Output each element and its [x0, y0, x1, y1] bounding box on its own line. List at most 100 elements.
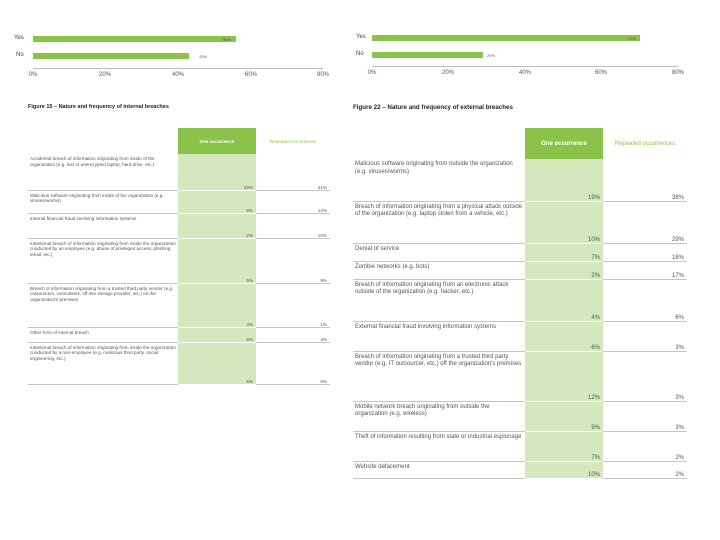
- row-description: Other form of internal breach: [28, 327, 178, 343]
- bar-value: 43%: [199, 54, 208, 59]
- left-figure-title: Figure 15 – Nature and frequency of inte…: [28, 104, 169, 110]
- row-description: Accidental breach of information origina…: [28, 154, 178, 191]
- left-bar-yes: [33, 36, 236, 42]
- row-description: Breach of information originating from a…: [353, 351, 525, 402]
- bar-label: No: [16, 52, 24, 58]
- table-row: Intentional breach of information origin…: [28, 238, 330, 284]
- row-rep-value: 21%: [256, 154, 330, 191]
- table-row: Zombie networks (e.g. bots) 2% 17%: [353, 261, 687, 280]
- right-figure-title: Figure 22 – Nature and frequency of exte…: [353, 104, 513, 111]
- header-blank: [353, 128, 525, 159]
- table-row: Mobile network breach originating from o…: [353, 401, 687, 432]
- table-row: Breach of information originating from a…: [353, 201, 687, 244]
- row-description: Breach of information originating from a…: [353, 279, 525, 322]
- bar-label: No: [356, 51, 364, 57]
- tick-label: 40%: [171, 72, 184, 78]
- table-row: External financial fraud involving infor…: [353, 321, 687, 352]
- row-description: External financial fraud involving infor…: [353, 321, 525, 352]
- external-breaches-table: One occurrence Repeated occurrences Mali…: [353, 128, 687, 479]
- row-one-value: 19%: [525, 159, 603, 202]
- tick-label: 80%: [671, 70, 684, 76]
- left-bar-no: [33, 53, 189, 59]
- header-repeated-occurrences: Repeated occurrences: [614, 140, 676, 147]
- right-bar-no: [372, 52, 483, 58]
- row-rep-value: 1%: [256, 283, 330, 328]
- row-rep-value: 9%: [256, 238, 330, 284]
- table-row: Malicious software originating from insi…: [28, 190, 330, 214]
- row-rep-value: 38%: [603, 159, 687, 202]
- bar-label: Yes: [356, 34, 366, 40]
- row-description: Malicious software originating from insi…: [28, 190, 178, 214]
- row-rep-value: 29%: [603, 201, 687, 244]
- tick-label: 0%: [28, 72, 38, 78]
- row-description: Zombie networks (e.g. bots): [353, 261, 525, 280]
- row-rep-value: 17%: [603, 261, 687, 280]
- row-one-value: 6%: [178, 327, 256, 343]
- row-one-value: 10%: [525, 461, 603, 479]
- row-rep-value: 12%: [256, 190, 330, 214]
- row-description: Intentional breach of information origin…: [28, 238, 178, 284]
- bar-value: 29%: [487, 53, 496, 58]
- row-one-value: 7%: [525, 243, 603, 262]
- row-rep-value: 5%: [256, 342, 330, 385]
- internal-breaches-table: One occurrence Repeated occurrences Acci…: [28, 128, 330, 385]
- table-row: Accidental breach of information origina…: [28, 154, 330, 191]
- row-one-value: 2%: [178, 213, 256, 239]
- table-row: Malicious software originating from outs…: [353, 159, 687, 202]
- table-row: Internal financial fraud involving infor…: [28, 213, 330, 239]
- table-row: Breach of information originating from a…: [28, 283, 330, 328]
- row-one-value: 9%: [178, 190, 256, 214]
- row-rep-value: 18%: [603, 243, 687, 262]
- table-row: Other form of internal breach 6% 4%: [28, 327, 330, 343]
- row-one-value: 12%: [525, 351, 603, 402]
- header-one-occurrence: One occurrence: [525, 128, 603, 159]
- row-description: Internal financial fraud involving infor…: [28, 213, 178, 239]
- row-description: Theft of information resulting from stat…: [353, 431, 525, 462]
- row-description: Website defacement: [353, 461, 525, 479]
- table-row: Theft of information resulting from stat…: [353, 431, 687, 462]
- row-rep-value: 10%: [256, 213, 330, 239]
- row-one-value: 4%: [178, 283, 256, 328]
- header-one-occurrence: One occurrence: [178, 128, 256, 154]
- row-rep-value: 4%: [256, 327, 330, 343]
- tick-label: 20%: [98, 72, 111, 78]
- x-axis: [33, 68, 323, 69]
- row-rep-value: 2%: [603, 431, 687, 462]
- row-one-value: 6%: [525, 321, 603, 352]
- row-description: Breach of information originating from a…: [353, 201, 525, 244]
- tick-label: 60%: [594, 70, 607, 76]
- bar-label: Yes: [14, 35, 24, 41]
- table-row: Breach of information originating from a…: [353, 351, 687, 402]
- tick-label: 60%: [244, 72, 257, 78]
- bar-value: 70%: [628, 36, 637, 41]
- row-description: Breach of information originating from a…: [28, 283, 178, 328]
- tick-label: 80%: [316, 72, 329, 78]
- right-bar-yes: [372, 35, 640, 41]
- row-one-value: 5%: [178, 238, 256, 284]
- row-rep-value: 3%: [603, 351, 687, 402]
- row-rep-value: 2%: [603, 461, 687, 479]
- row-rep-value: 3%: [603, 401, 687, 432]
- row-one-value: 9%: [525, 401, 603, 432]
- row-description: Intentional breach of information origin…: [28, 342, 178, 385]
- row-description: Mobile network breach originating from o…: [353, 401, 525, 432]
- table-row: Intentional breach of information origin…: [28, 342, 330, 385]
- table-row: Breach of information originating from a…: [353, 279, 687, 322]
- bar-value: 56%: [223, 37, 232, 42]
- row-one-value: 7%: [525, 431, 603, 462]
- table-row: Website defacement 10% 2%: [353, 461, 687, 479]
- row-one-value: 19%: [178, 154, 256, 191]
- tick-label: 0%: [367, 70, 377, 76]
- header-repeated-occurrences: Repeated occurrences: [269, 138, 317, 144]
- row-description: Malicious software originating from outs…: [353, 159, 525, 202]
- row-description: Denial of service: [353, 243, 525, 262]
- row-one-value: 2%: [525, 261, 603, 280]
- tick-label: 40%: [518, 70, 531, 76]
- row-one-value: 6%: [178, 342, 256, 385]
- row-one-value: 10%: [525, 201, 603, 244]
- table-row: Denial of service 7% 18%: [353, 243, 687, 262]
- header-blank: [28, 128, 178, 154]
- row-one-value: 4%: [525, 279, 603, 322]
- row-rep-value: 3%: [603, 321, 687, 352]
- x-axis: [372, 66, 678, 67]
